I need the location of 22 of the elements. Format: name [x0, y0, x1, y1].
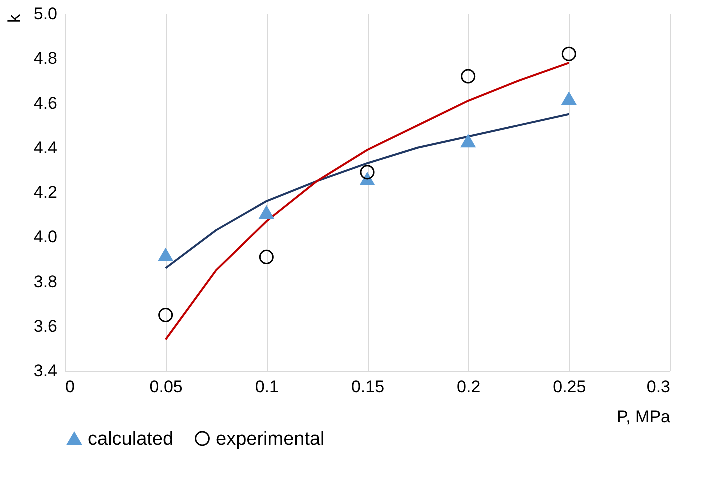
x-tick-label: 0.2 [457, 378, 481, 396]
y-axis-title: k [4, 14, 24, 23]
y-tick-label: 4.4 [34, 138, 58, 158]
y-tick-label: 4.0 [34, 228, 58, 247]
y-tick-label: 4.6 [34, 94, 58, 113]
line-series [164, 113, 570, 270]
x-tick-label: 0.3 [646, 378, 670, 396]
x-tick-label: 0 [66, 378, 75, 396]
legend-label: experimental [216, 428, 325, 450]
legend-label: calculated [88, 428, 174, 450]
x-tick-label: 0.25 [553, 378, 586, 396]
line-series [164, 62, 570, 341]
y-tick-label: 4.8 [34, 49, 58, 68]
y-tick-label: 4.2 [34, 183, 58, 202]
y-tick-label: 3.6 [34, 316, 58, 336]
x-tick-label: 0.15 [351, 378, 385, 396]
y-tick-label: 5.0 [34, 4, 58, 24]
x-axis-title: P, MPa [616, 408, 672, 426]
x-tick-label: 0.05 [150, 378, 183, 396]
y-tick-label: 3.8 [34, 272, 58, 292]
x-tick-label: 0.1 [255, 378, 279, 396]
y-tick-label: 3.4 [34, 362, 58, 380]
